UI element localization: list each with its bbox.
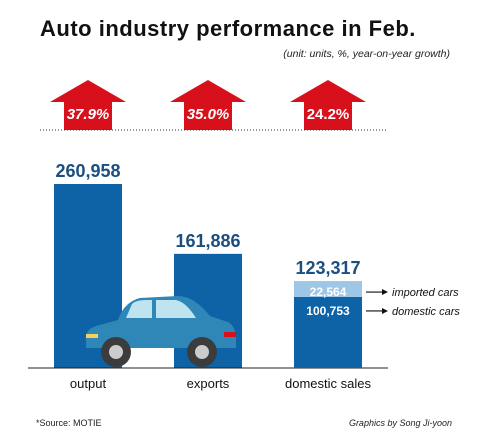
segment-imported-cars — [294, 281, 362, 297]
car-illustration — [85, 296, 236, 367]
segment-value-label: 22,564 — [310, 285, 347, 299]
callout-arrowhead — [382, 289, 388, 296]
source-note: *Source: MOTIE — [36, 418, 102, 428]
category-label: output — [70, 376, 107, 391]
growth-label: 37.9% — [67, 106, 110, 123]
segment-value-label: 100,753 — [306, 304, 350, 318]
value-label: 123,317 — [295, 258, 360, 278]
growth-arrow — [170, 80, 246, 130]
value-label: 161,886 — [175, 231, 240, 251]
unit-note: (unit: units, %, year-on-year growth) — [283, 48, 450, 60]
value-label: 260,958 — [55, 161, 120, 181]
callout-arrowhead — [382, 307, 388, 314]
callout-label: domestic cars — [392, 306, 460, 318]
growth-arrow — [290, 80, 366, 130]
growth-label: 24.2% — [307, 106, 350, 123]
chart-title: Auto industry performance in Feb. — [40, 16, 416, 41]
graphics-credit: Graphics by Song Ji-yoon — [348, 418, 452, 428]
growth-arrow — [50, 80, 126, 130]
category-label: domestic sales — [285, 376, 371, 391]
growth-label: 35.0% — [187, 106, 230, 123]
category-label: exports — [187, 376, 230, 391]
segment-domestic-cars — [294, 296, 362, 368]
callout-label: imported cars — [392, 287, 459, 299]
